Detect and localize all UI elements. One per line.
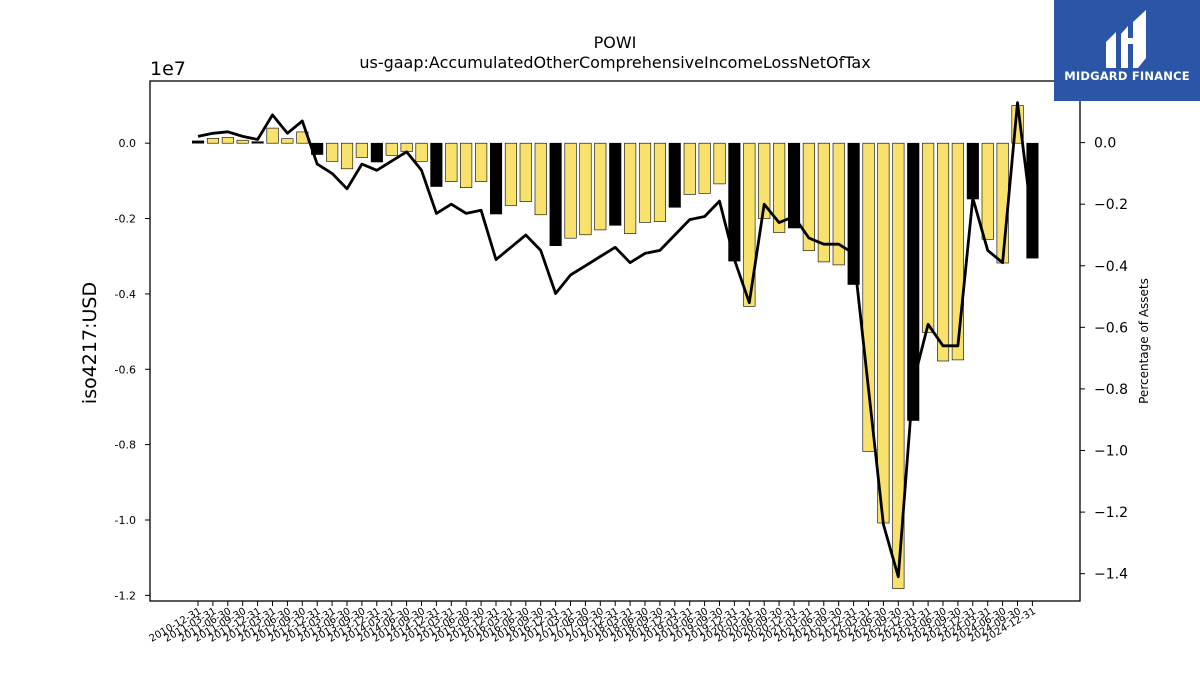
bar-2021-03-31 — [802, 142, 815, 251]
bar-2015-09-30 — [475, 142, 488, 182]
bar-2013-03-31 — [326, 142, 339, 162]
bar-2018-03-31 — [624, 142, 637, 234]
bar-2017-12-31 — [609, 142, 622, 226]
bar-2024-06-30 — [996, 142, 1009, 264]
bar-2017-03-31 — [564, 142, 577, 239]
bar-2022-03-31 — [862, 142, 875, 452]
bar-2020-12-31 — [787, 142, 801, 229]
bar-2023-09-30 — [951, 142, 964, 361]
bar-2015-03-31 — [445, 142, 458, 182]
bar-2014-06-30 — [400, 142, 413, 152]
y-tick-left-label: -1.0 — [115, 514, 136, 527]
bar-2011-12-31 — [251, 141, 264, 144]
y-tick-right-label: −1.2 — [1094, 505, 1128, 521]
bar-2019-09-30 — [713, 142, 726, 185]
y-offset-label: 1e7 — [150, 58, 186, 80]
y-tick-right-label: 0.0 — [1094, 136, 1116, 152]
y-ticks-right: 0.0 −0.2 −0.4 −0.6 −0.8 −1.0 −1.2 −1.4 — [1080, 136, 1128, 583]
y-axis-right-label: Percentage of Assets — [1137, 278, 1151, 404]
bar-2016-06-30 — [519, 142, 532, 202]
y-ticks-left: 0.0 -0.2 -0.4 -0.6 -0.8 -1.0 -1.2 — [115, 137, 150, 602]
y-tick-right-label: −0.4 — [1094, 259, 1128, 275]
bar-2022-09-30 — [892, 142, 905, 589]
logo-mark-icon — [1106, 10, 1146, 68]
bar-2020-09-30 — [773, 142, 786, 233]
y-tick-right-label: −0.6 — [1094, 320, 1128, 336]
y-tick-right-label: −0.8 — [1094, 382, 1128, 398]
bar-2018-12-31 — [668, 142, 681, 208]
bar-2011-03-31 — [206, 138, 219, 144]
bars-group — [192, 105, 1039, 589]
bar-2016-03-31 — [504, 142, 518, 206]
bar-2024-03-31 — [981, 142, 994, 240]
bar-2021-09-30 — [832, 142, 845, 266]
y-tick-left-label: -0.4 — [115, 288, 136, 301]
bar-2017-06-30 — [579, 142, 592, 236]
bar-2022-06-30 — [877, 142, 890, 524]
bar-2021-06-30 — [817, 142, 830, 263]
y-tick-right-label: −1.4 — [1094, 567, 1128, 583]
bar-2019-06-30 — [698, 142, 711, 194]
bar-2018-09-30 — [653, 142, 667, 222]
bar-2013-06-30 — [340, 142, 354, 170]
bar-2013-12-31 — [370, 142, 383, 163]
chart-title: POWI — [594, 33, 637, 52]
y-tick-left-label: 0.0 — [119, 137, 137, 150]
bar-2024-12-31 — [1026, 142, 1039, 259]
bar-2012-03-31 — [266, 127, 279, 144]
bar-2021-12-31 — [847, 142, 860, 285]
bar-2023-12-31 — [966, 142, 979, 200]
bar-2020-06-30 — [758, 142, 771, 219]
bar-2014-12-31 — [430, 142, 443, 187]
percentage-line — [197, 101, 1034, 579]
bar-2015-12-31 — [489, 142, 503, 215]
bar-2011-06-30 — [221, 137, 234, 144]
bar-2013-09-30 — [355, 142, 368, 158]
bar-2022-12-31 — [907, 142, 920, 421]
bar-2023-06-30 — [936, 142, 950, 362]
chart-subtitle: us-gaap:AccumulatedOtherComprehensiveInc… — [359, 53, 870, 72]
y-tick-left-label: -0.2 — [115, 213, 136, 226]
y-tick-right-label: −1.0 — [1094, 444, 1128, 460]
bar-2015-06-30 — [460, 142, 473, 188]
y-tick-left-label: -0.6 — [115, 363, 136, 376]
logo-text: MIDGARD FINANCE — [1064, 69, 1190, 83]
bar-2016-12-31 — [549, 142, 562, 246]
y-axis-label: iso4217:USD — [79, 282, 101, 404]
bar-2018-06-30 — [638, 142, 652, 223]
bar-2010-12-31 — [192, 140, 205, 144]
y-tick-right-label: −0.2 — [1094, 197, 1128, 213]
bar-2016-09-30 — [534, 142, 547, 216]
bar-2019-03-31 — [683, 142, 696, 195]
y-tick-left-label: -1.2 — [115, 589, 136, 602]
bar-2014-03-31 — [385, 142, 398, 156]
bar-2012-06-30 — [281, 138, 294, 144]
bar-2023-03-31 — [922, 142, 935, 333]
y-tick-left-label: -0.8 — [115, 439, 136, 452]
bar-2014-09-30 — [415, 142, 428, 162]
x-ticks: 2010-12-312011-03-312011-06-302011-09-30… — [148, 601, 1038, 645]
bar-2020-03-31 — [743, 142, 756, 307]
bar-2017-09-30 — [594, 142, 607, 231]
bar-2011-09-30 — [236, 139, 249, 144]
midgard-finance-logo: MIDGARD FINANCE — [1054, 0, 1200, 101]
plot-frame — [149, 80, 1081, 602]
